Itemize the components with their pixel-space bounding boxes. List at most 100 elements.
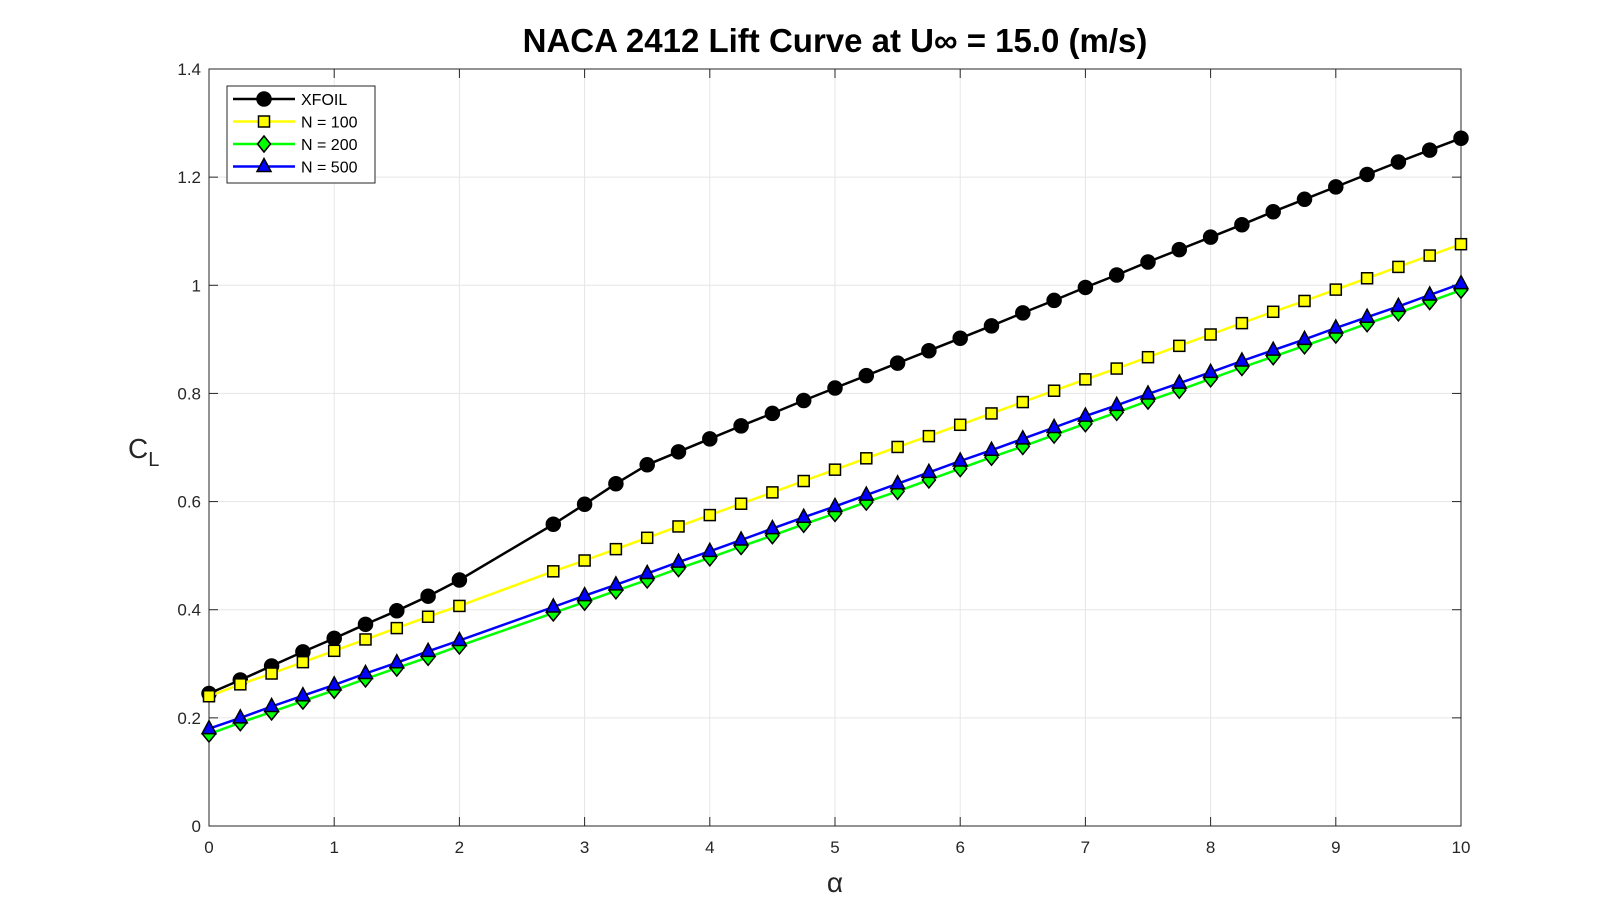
data-point-n-100 [390, 621, 404, 635]
legend-marker [257, 115, 271, 128]
x-tick-label: 7 [1081, 838, 1090, 857]
data-point-n-100 [202, 689, 216, 703]
data-point-n-100 [296, 655, 310, 669]
data-point-n-100 [1047, 384, 1061, 397]
axis-ticks: 0 1 2 3 4 5 6 7 8 9 10 0 0.2 0.4 0.6 0.8 1 1.2 1.4 [177, 60, 1470, 857]
data-point-xfoil [420, 588, 436, 604]
data-point-xfoil [1265, 203, 1281, 220]
data-point-xfoil [545, 516, 562, 533]
data-point-n-100 [421, 610, 435, 623]
data-point-n-500 [1452, 274, 1470, 290]
data-point-n-100 [1360, 272, 1374, 285]
legend-marker [256, 134, 272, 154]
data-point-n-500 [419, 641, 437, 658]
data-point-xfoil [1108, 267, 1125, 283]
legend-marker [256, 91, 272, 107]
y-axis-label-sub: L [148, 449, 159, 471]
x-tick-label: 10 [1452, 838, 1471, 857]
data-point-xfoil [1390, 154, 1407, 170]
data-point-n-100 [891, 440, 904, 454]
y-axis-label-main: C [128, 433, 148, 464]
data-point-xfoil [827, 380, 843, 396]
legend-label: XFOIL [301, 92, 347, 109]
legend: XFOIL N = 100 N = 200 N = 500 [226, 85, 376, 184]
data-point-n-500 [1045, 417, 1063, 434]
y-tick-label: 0.6 [177, 493, 201, 512]
data-point-xfoil [1296, 191, 1313, 208]
data-point-n-500 [1390, 296, 1407, 313]
data-point-n-500 [732, 530, 750, 546]
data-point-xfoil [389, 603, 405, 619]
x-tick-label: 0 [204, 838, 213, 857]
data-point-n-100 [640, 531, 654, 545]
data-point-xfoil [952, 330, 968, 347]
data-point-n-500 [1014, 429, 1032, 445]
data-point-xfoil [764, 405, 781, 422]
data-point-n-500 [294, 686, 312, 702]
data-point-n-100 [547, 565, 560, 578]
data-point-xfoil [670, 444, 687, 460]
data-point-n-500 [232, 708, 249, 724]
data-point-xfoil [702, 431, 718, 447]
data-point-n-500 [388, 653, 406, 669]
x-tick-label: 1 [329, 838, 338, 857]
data-point-n-500 [889, 474, 906, 490]
x-tick-label: 3 [580, 838, 589, 857]
legend-label: N = 100 [301, 115, 358, 132]
data-point-n-100 [1204, 328, 1217, 341]
series-n-500 [200, 274, 1470, 735]
data-point-n-500 [1108, 395, 1125, 412]
y-tick-label: 0.8 [177, 384, 201, 403]
data-point-n-500 [920, 462, 938, 479]
legend-entry-xfoil: XFOIL [233, 91, 347, 109]
data-point-xfoil [1140, 254, 1156, 270]
data-point-xfoil [357, 616, 374, 633]
data-point-n-100 [234, 678, 247, 691]
data-point-xfoil [1234, 216, 1250, 233]
data-point-n-100 [797, 474, 810, 488]
data-point-xfoil [1453, 130, 1469, 146]
data-point-xfoil [1015, 305, 1031, 321]
data-point-n-100 [1454, 237, 1468, 251]
legend-marker [255, 156, 273, 173]
legend-entry-n-200: N = 200 [233, 134, 358, 154]
x-tick-label: 4 [705, 838, 714, 857]
data-point-n-500 [764, 519, 781, 535]
data-point-xfoil [1359, 166, 1375, 183]
data-point-xfoil [576, 496, 593, 513]
data-point-xfoil [1202, 229, 1219, 245]
data-point-n-500 [858, 485, 875, 501]
data-point-xfoil [1421, 142, 1438, 158]
data-point-n-100 [860, 452, 873, 465]
y-tick-label: 1.4 [177, 60, 201, 79]
data-point-n-500 [1171, 373, 1188, 389]
data-point-n-100 [1329, 283, 1343, 296]
data-point-xfoil [921, 342, 937, 359]
data-point-n-100 [1016, 395, 1030, 409]
data-point-n-100 [1173, 339, 1186, 353]
chart-title: NACA 2412 Lift Curve at U∞ = 15.0 (m/s) [523, 22, 1148, 59]
data-point-xfoil [1046, 292, 1062, 309]
data-point-n-500 [1139, 384, 1157, 400]
data-point-n-100 [578, 554, 591, 567]
y-tick-label: 0.2 [177, 709, 201, 728]
data-point-n-500 [1296, 329, 1313, 346]
data-point-n-500 [670, 552, 687, 568]
data-point-n-500 [1202, 362, 1219, 379]
data-point-n-500 [1264, 340, 1282, 356]
legend-label: N = 200 [301, 137, 358, 154]
data-point-n-100 [453, 599, 466, 613]
x-axis-label: α [827, 867, 843, 898]
data-point-n-500 [1327, 318, 1345, 334]
x-tick-label: 5 [830, 838, 839, 857]
data-point-xfoil [1077, 279, 1094, 296]
data-point-n-500 [357, 663, 374, 680]
data-point-n-100 [265, 667, 278, 680]
data-point-xfoil [1171, 241, 1188, 258]
data-point-xfoil [451, 572, 468, 588]
data-point-n-100 [1079, 373, 1092, 386]
data-point-n-100 [672, 520, 685, 533]
data-point-n-500 [545, 597, 562, 613]
data-point-n-100 [327, 644, 341, 658]
y-axis-label: CL [128, 433, 159, 471]
